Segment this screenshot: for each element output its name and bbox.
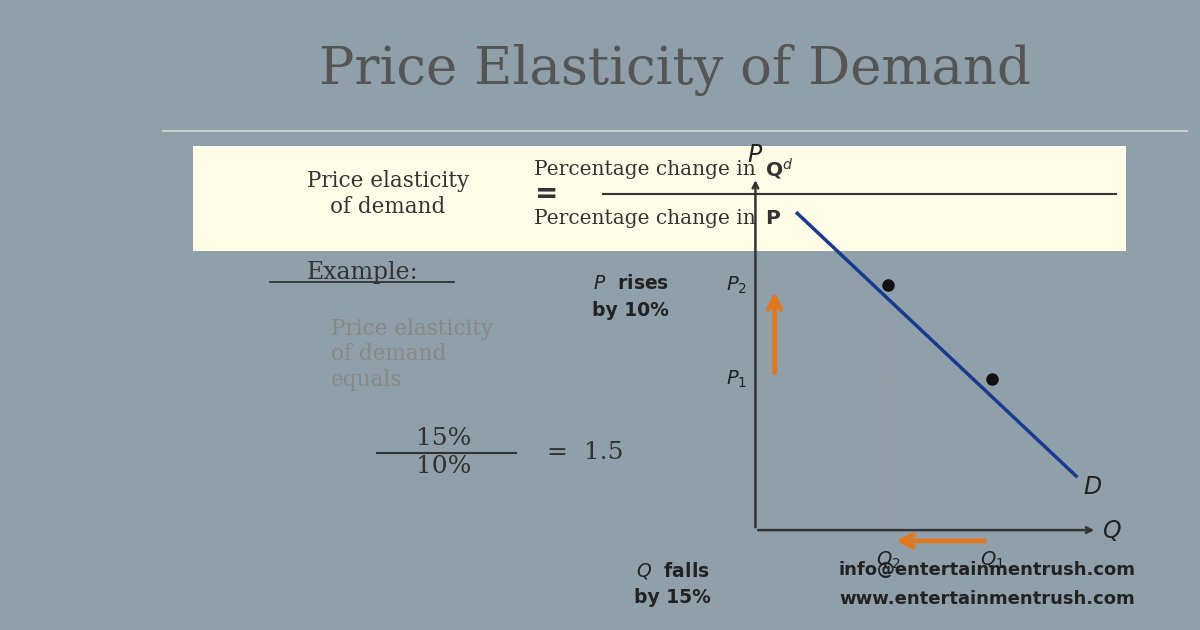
Text: $\mathbf{Q}^d$: $\mathbf{Q}^d$ xyxy=(766,158,793,183)
Text: 15%: 15% xyxy=(416,428,472,450)
Text: $\mathbf{P}$: $\mathbf{P}$ xyxy=(766,209,781,227)
Text: by 10%: by 10% xyxy=(592,301,670,320)
Text: =  1.5: = 1.5 xyxy=(547,442,623,464)
Text: www.entertainmentrush.com: www.entertainmentrush.com xyxy=(839,590,1135,609)
Text: Price elasticity
of demand: Price elasticity of demand xyxy=(306,170,469,218)
Text: $\mathit{Q}$: $\mathit{Q}$ xyxy=(1103,518,1122,542)
Text: by 15%: by 15% xyxy=(634,588,712,607)
Text: $\mathit{P}$  rises: $\mathit{P}$ rises xyxy=(593,274,668,293)
Text: info@entertainmentrush.com: info@entertainmentrush.com xyxy=(839,561,1135,580)
Text: $\mathit{Q}_2$: $\mathit{Q}_2$ xyxy=(876,550,900,571)
Text: Price Elasticity of Demand: Price Elasticity of Demand xyxy=(319,44,1031,96)
Text: $\mathit{P}_2$: $\mathit{P}_2$ xyxy=(726,275,746,296)
Text: $\mathit{Q}_1$: $\mathit{Q}_1$ xyxy=(980,550,1004,571)
Text: $\mathit{D}$: $\mathit{D}$ xyxy=(1084,475,1102,499)
FancyBboxPatch shape xyxy=(193,146,1127,251)
Text: Percentage change in: Percentage change in xyxy=(534,209,762,227)
Text: $\mathit{P}$: $\mathit{P}$ xyxy=(748,142,763,166)
Text: Example:: Example: xyxy=(306,261,418,284)
Text: 10%: 10% xyxy=(416,455,472,478)
Text: $\mathit{Q}$  falls: $\mathit{Q}$ falls xyxy=(636,560,709,581)
Text: =: = xyxy=(535,180,558,208)
Text: Percentage change in: Percentage change in xyxy=(534,161,762,180)
Text: Price elasticity
of demand
equals: Price elasticity of demand equals xyxy=(331,318,493,391)
Text: $\mathit{P}_1$: $\mathit{P}_1$ xyxy=(726,369,746,389)
